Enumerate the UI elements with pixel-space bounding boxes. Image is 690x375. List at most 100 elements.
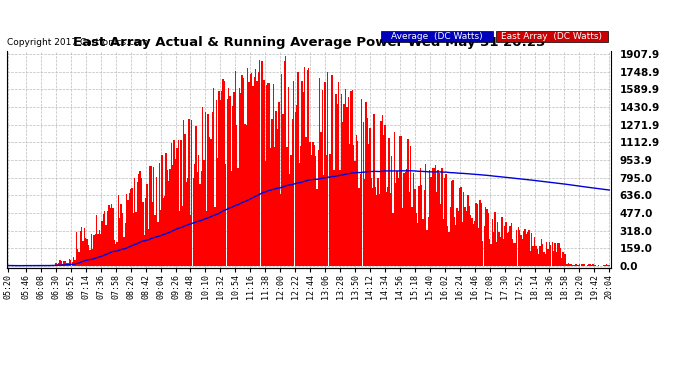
Bar <box>357 141 358 266</box>
Bar <box>444 178 446 266</box>
Bar <box>504 226 505 266</box>
Bar <box>328 154 330 266</box>
Bar <box>310 155 312 266</box>
Bar <box>108 205 110 266</box>
Bar <box>377 178 379 266</box>
Bar <box>320 132 322 266</box>
Bar <box>186 182 187 266</box>
Bar <box>508 232 509 266</box>
Bar <box>213 88 215 266</box>
Bar <box>553 251 554 266</box>
Bar <box>558 243 560 266</box>
Bar <box>197 172 198 266</box>
Bar <box>97 234 99 266</box>
Bar <box>188 119 190 266</box>
Bar <box>273 84 274 266</box>
Bar <box>232 106 233 266</box>
Bar <box>76 231 77 266</box>
Bar <box>250 74 251 266</box>
Bar <box>251 73 253 266</box>
Bar <box>148 229 149 266</box>
Bar <box>453 217 455 266</box>
Bar <box>609 265 610 266</box>
Bar <box>478 228 480 266</box>
Bar <box>484 225 485 266</box>
Bar <box>334 170 335 266</box>
Bar <box>264 161 266 266</box>
Bar <box>218 91 219 266</box>
Bar <box>191 120 193 266</box>
Bar <box>348 97 349 266</box>
Bar <box>431 177 432 266</box>
Bar <box>424 190 425 266</box>
Bar <box>139 171 141 266</box>
Bar <box>183 120 184 266</box>
Bar <box>541 239 542 266</box>
Bar <box>322 90 323 266</box>
Bar <box>571 264 572 266</box>
Bar <box>384 125 386 266</box>
Bar <box>145 198 146 266</box>
Bar <box>48 265 50 266</box>
Bar <box>344 104 345 266</box>
Bar <box>132 213 134 266</box>
Bar <box>394 132 395 266</box>
Bar <box>391 156 393 266</box>
Bar <box>470 215 471 266</box>
Bar <box>569 264 571 266</box>
Bar <box>555 252 557 266</box>
Bar <box>111 204 112 266</box>
Bar <box>432 168 433 266</box>
Bar <box>308 68 309 266</box>
Bar <box>361 99 362 266</box>
Bar <box>414 189 415 266</box>
Bar <box>584 264 586 266</box>
Bar <box>90 234 92 266</box>
Bar <box>493 232 494 266</box>
Bar <box>491 244 492 266</box>
FancyBboxPatch shape <box>496 30 608 42</box>
Bar <box>501 217 502 266</box>
Bar <box>518 227 519 266</box>
Bar <box>107 211 108 266</box>
Bar <box>323 175 324 266</box>
Bar <box>382 116 383 266</box>
Bar <box>474 221 475 266</box>
Bar <box>262 61 263 266</box>
Bar <box>573 265 575 266</box>
Bar <box>425 164 426 266</box>
Bar <box>52 265 54 266</box>
Bar <box>236 125 237 266</box>
Bar <box>566 264 568 266</box>
Bar <box>433 168 435 266</box>
Bar <box>221 92 222 266</box>
Bar <box>289 174 290 266</box>
Bar <box>467 195 469 266</box>
Bar <box>119 219 121 266</box>
Bar <box>339 170 341 266</box>
Bar <box>51 265 52 266</box>
Bar <box>65 261 66 266</box>
Bar <box>104 211 106 266</box>
Bar <box>149 166 150 266</box>
Bar <box>509 226 511 266</box>
Bar <box>593 265 595 266</box>
Bar <box>543 252 544 266</box>
Bar <box>258 72 259 266</box>
Bar <box>408 192 410 266</box>
Bar <box>420 168 421 266</box>
Bar <box>411 207 413 266</box>
Bar <box>460 187 462 266</box>
Bar <box>93 235 95 266</box>
Bar <box>257 81 258 266</box>
Bar <box>253 86 254 266</box>
Bar <box>505 222 506 266</box>
Bar <box>164 196 166 266</box>
Bar <box>435 165 436 266</box>
Bar <box>448 232 449 266</box>
Bar <box>413 173 414 266</box>
Bar <box>268 83 270 266</box>
Bar <box>68 262 69 266</box>
Bar <box>421 185 422 266</box>
Bar <box>447 226 448 266</box>
